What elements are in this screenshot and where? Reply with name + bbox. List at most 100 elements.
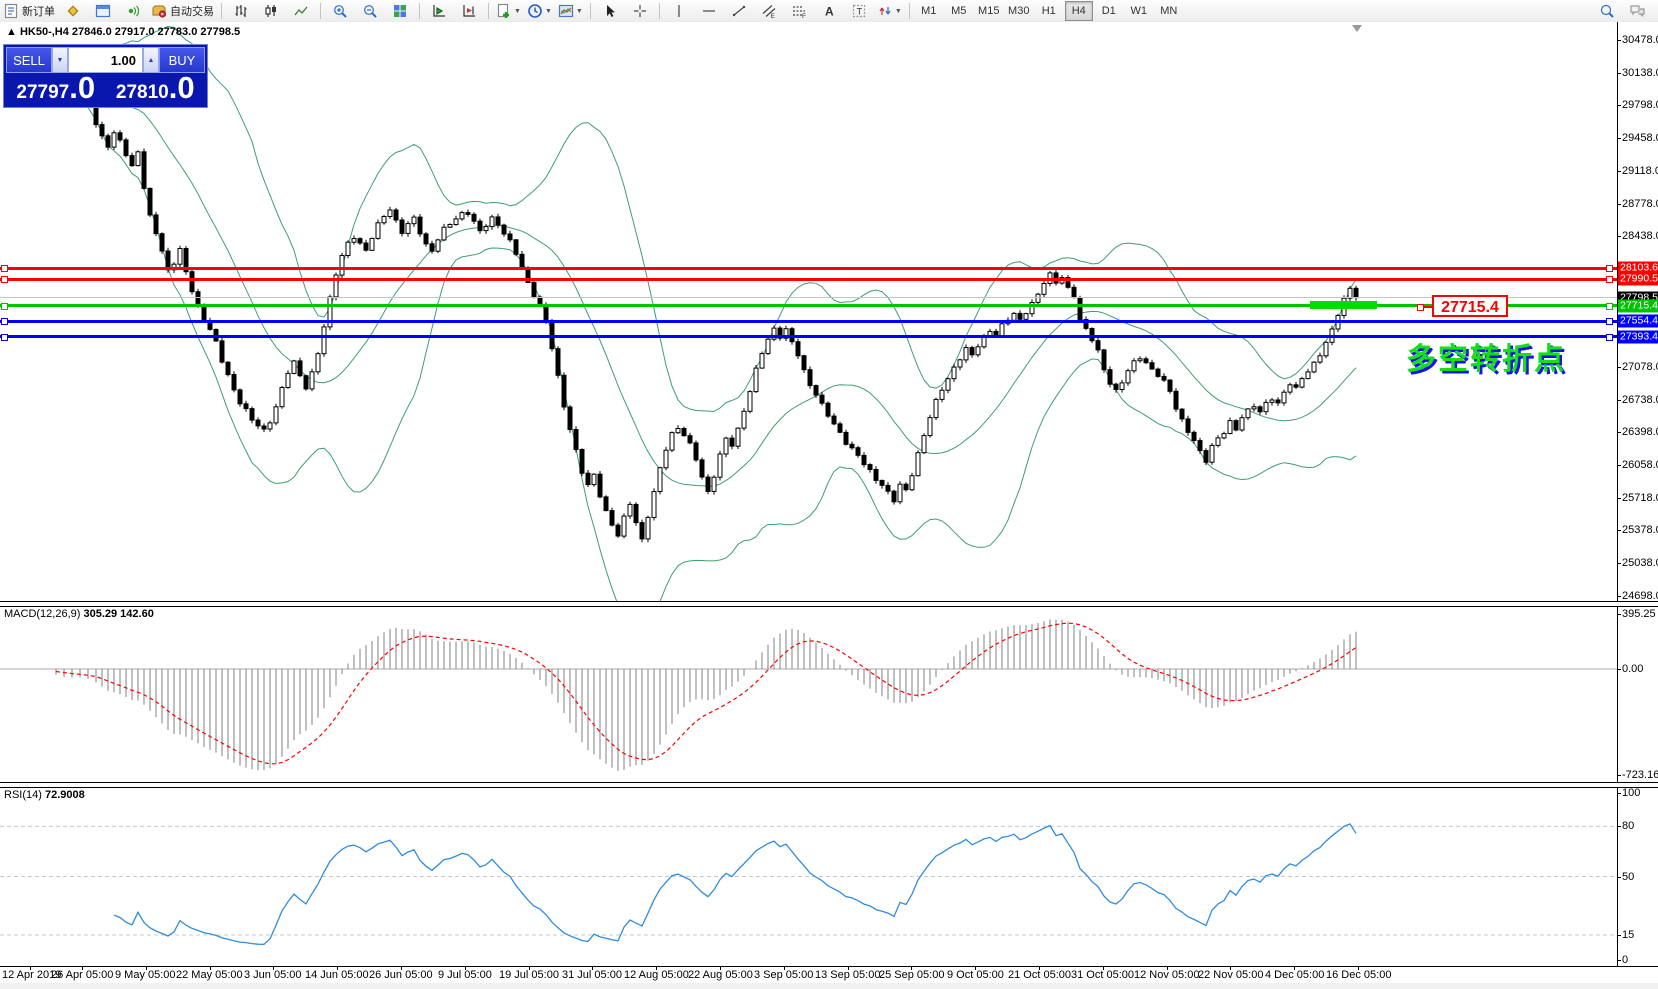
trendline-tool[interactable] — [724, 0, 754, 22]
pivot-annotation-text: 多空转折点 — [1406, 343, 1566, 376]
line-handle[interactable] — [1, 276, 8, 284]
pane-divider[interactable] — [0, 782, 1658, 788]
x-axis-label: 31 Oct 05:00 — [1071, 969, 1134, 981]
price-level-line-27554.4[interactable] — [0, 319, 1617, 323]
y-axis-tick-label: 29458.0 — [1622, 132, 1658, 145]
timeframe-d1[interactable]: D1 — [1101, 5, 1116, 17]
arrows-tool[interactable]: ▼ — [874, 0, 905, 22]
buy-button[interactable]: BUY — [159, 47, 205, 73]
buy-price[interactable]: 27810 .0 — [115, 70, 195, 105]
signals-button[interactable] — [118, 0, 148, 22]
price-level-line-27393.4[interactable] — [0, 335, 1617, 339]
svg-text:T: T — [856, 7, 862, 17]
fibonacci-tool[interactable]: F — [784, 0, 814, 22]
tile-windows-button[interactable] — [385, 0, 415, 22]
timeframe-h1[interactable]: H1 — [1041, 5, 1056, 17]
price-level-line-28103.6[interactable] — [0, 266, 1617, 270]
line-handle[interactable] — [1, 318, 8, 326]
new-chart-button[interactable]: ▼ — [493, 0, 524, 22]
pivot-highlight-bar[interactable] — [1310, 301, 1377, 309]
profiles-button[interactable] — [88, 0, 118, 22]
y-axis-tick-label: 26398.0 — [1622, 426, 1658, 439]
cursor-tool-button[interactable] — [595, 0, 625, 22]
timeframe-m30[interactable]: M30 — [1008, 5, 1030, 17]
line-handle[interactable] — [1606, 265, 1613, 273]
new-order-button[interactable]: 新订单 — [0, 0, 58, 22]
line-chart-button[interactable] — [286, 0, 316, 22]
line-handle[interactable] — [1, 333, 8, 341]
bar-chart-button[interactable] — [226, 0, 256, 22]
timeframe-w1[interactable]: W1 — [1130, 5, 1148, 17]
x-axis-tick — [911, 966, 912, 970]
fibo-icon: F — [791, 3, 807, 19]
toolbar-separator — [488, 3, 489, 19]
text-tool[interactable]: A — [814, 0, 844, 22]
line-handle[interactable] — [1, 265, 8, 273]
x-axis-tick — [1167, 966, 1168, 970]
timeframe-h4[interactable]: H4 — [1064, 1, 1093, 21]
price-axis-tag: 27554.4 — [1618, 314, 1658, 328]
price-axis-tag: 27393.4 — [1618, 330, 1658, 344]
chart-shift-button[interactable] — [454, 0, 484, 22]
price-callout[interactable]: 27715.4 — [1432, 295, 1508, 317]
auto-scroll-button[interactable] — [424, 0, 454, 22]
channel-tool[interactable]: E — [754, 0, 784, 22]
line-handle[interactable] — [1606, 302, 1613, 310]
text-label-tool[interactable]: T — [844, 0, 874, 22]
tiles-icon — [392, 3, 408, 19]
trendline-icon — [731, 3, 747, 19]
x-axis-label: 26 Apr 05:00 — [51, 969, 114, 981]
rsi-pane[interactable] — [0, 786, 1658, 966]
x-axis-label: 31 Jul 05:00 — [562, 969, 622, 981]
toolbar-separator — [589, 3, 591, 19]
periods-button[interactable]: ▼ — [524, 0, 555, 22]
sell-price[interactable]: 27797 .0 — [16, 70, 96, 105]
rsi-canvas[interactable] — [0, 786, 1617, 966]
y-axis-tick — [1617, 399, 1621, 401]
x-axis-tick — [146, 966, 147, 970]
horizontal-line-tool[interactable] — [694, 0, 724, 22]
zoom-in-button[interactable] — [325, 0, 355, 22]
templates-button[interactable]: ▼ — [555, 0, 586, 22]
autotrading-button[interactable]: 自动交易 — [148, 0, 217, 22]
candlestick-canvas[interactable] — [0, 22, 1617, 601]
chat-button[interactable] — [1622, 0, 1652, 22]
price-level-line-27715.4[interactable] — [0, 304, 1617, 308]
crosshair-tool-button[interactable] — [625, 0, 655, 22]
x-axis-label: 21 Oct 05:00 — [1008, 969, 1071, 981]
rsi-axis-label: 15 — [1622, 929, 1635, 941]
candlestick-chart-button[interactable] — [256, 0, 286, 22]
price-level-line-27990.5[interactable] — [0, 277, 1617, 281]
macd-axis-label: 395.25 — [1622, 608, 1656, 620]
timeframe-m1[interactable]: M1 — [921, 5, 937, 17]
volume-decrease-button[interactable]: ▼ — [52, 47, 68, 73]
macd-canvas[interactable] — [0, 605, 1617, 782]
cursor-icon — [602, 3, 618, 19]
bollinger-upper-band — [7, 25, 1357, 412]
timeframe-m15[interactable]: M15 — [978, 5, 1000, 17]
callout-anchor-handle[interactable] — [1417, 304, 1424, 311]
market-watch-button[interactable] — [58, 0, 88, 22]
search-button[interactable] — [1592, 0, 1622, 22]
macd-pane[interactable] — [0, 605, 1658, 782]
pane-divider[interactable] — [0, 601, 1658, 607]
chart-end-marker-icon — [1352, 25, 1362, 32]
line-handle[interactable] — [1606, 318, 1613, 326]
timeframe-m5[interactable]: M5 — [951, 5, 967, 17]
zoom-out-button[interactable] — [355, 0, 385, 22]
line-handle[interactable] — [1606, 276, 1613, 284]
main-chart-pane[interactable] — [0, 22, 1658, 601]
vertical-line-tool[interactable] — [664, 0, 694, 22]
x-axis-tick — [210, 966, 211, 970]
volume-input[interactable]: 1.00 — [68, 47, 143, 73]
x-axis-tick — [1039, 966, 1040, 970]
timeframe-mn[interactable]: MN — [1160, 5, 1178, 17]
line-handle[interactable] — [1606, 333, 1613, 341]
one-click-trading-panel: SELL ▼ 1.00 ▲ BUY 27797 .0 27810 .0 — [3, 44, 208, 108]
line-handle[interactable] — [1, 302, 8, 310]
volume-increase-button[interactable]: ▲ — [143, 47, 159, 73]
chart-title: ▲ HK50-,H4 27846.0 27917.0 27783.0 27798… — [6, 26, 240, 38]
sell-button[interactable]: SELL — [6, 47, 52, 73]
x-axis-label: 3 Sep 05:00 — [754, 969, 814, 981]
toolbar-group-objects: ▼ ▼ ▼ — [493, 0, 586, 22]
